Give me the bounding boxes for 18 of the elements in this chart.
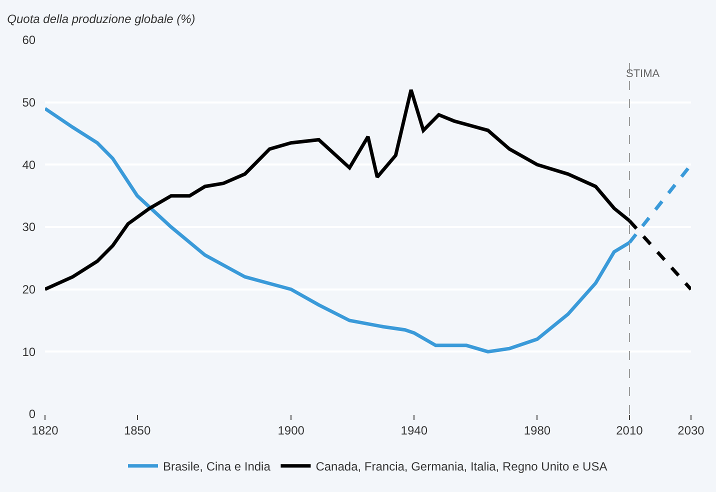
x-tick-label: 2030 bbox=[678, 423, 705, 438]
x-tick-label: 1850 bbox=[124, 423, 151, 438]
y-tick-label: 0 bbox=[28, 407, 36, 422]
x-tick-label: 2010 bbox=[616, 423, 644, 438]
x-tick-label: 1940 bbox=[400, 423, 428, 438]
y-tick-label: 20 bbox=[22, 282, 36, 297]
x-tick-label: 1900 bbox=[278, 423, 305, 438]
y-axis-title: Quota della produzione globale (%) bbox=[7, 12, 196, 26]
y-tick-label: 50 bbox=[22, 96, 36, 110]
legend-label: Brasile, Cina e India bbox=[163, 460, 271, 474]
x-tick-label: 1820 bbox=[32, 423, 59, 438]
annotation: STIMA bbox=[626, 68, 660, 80]
x-tick-label: 1980 bbox=[524, 423, 551, 438]
y-tick-label: 30 bbox=[22, 220, 36, 234]
y-tick-label: 60 bbox=[22, 33, 36, 48]
y-tick-label: 10 bbox=[22, 344, 36, 359]
legend-label: Canada, Francia, Germania, Italia, Regno Unito e USA bbox=[316, 460, 608, 474]
y-tick-label: 40 bbox=[22, 158, 36, 172]
